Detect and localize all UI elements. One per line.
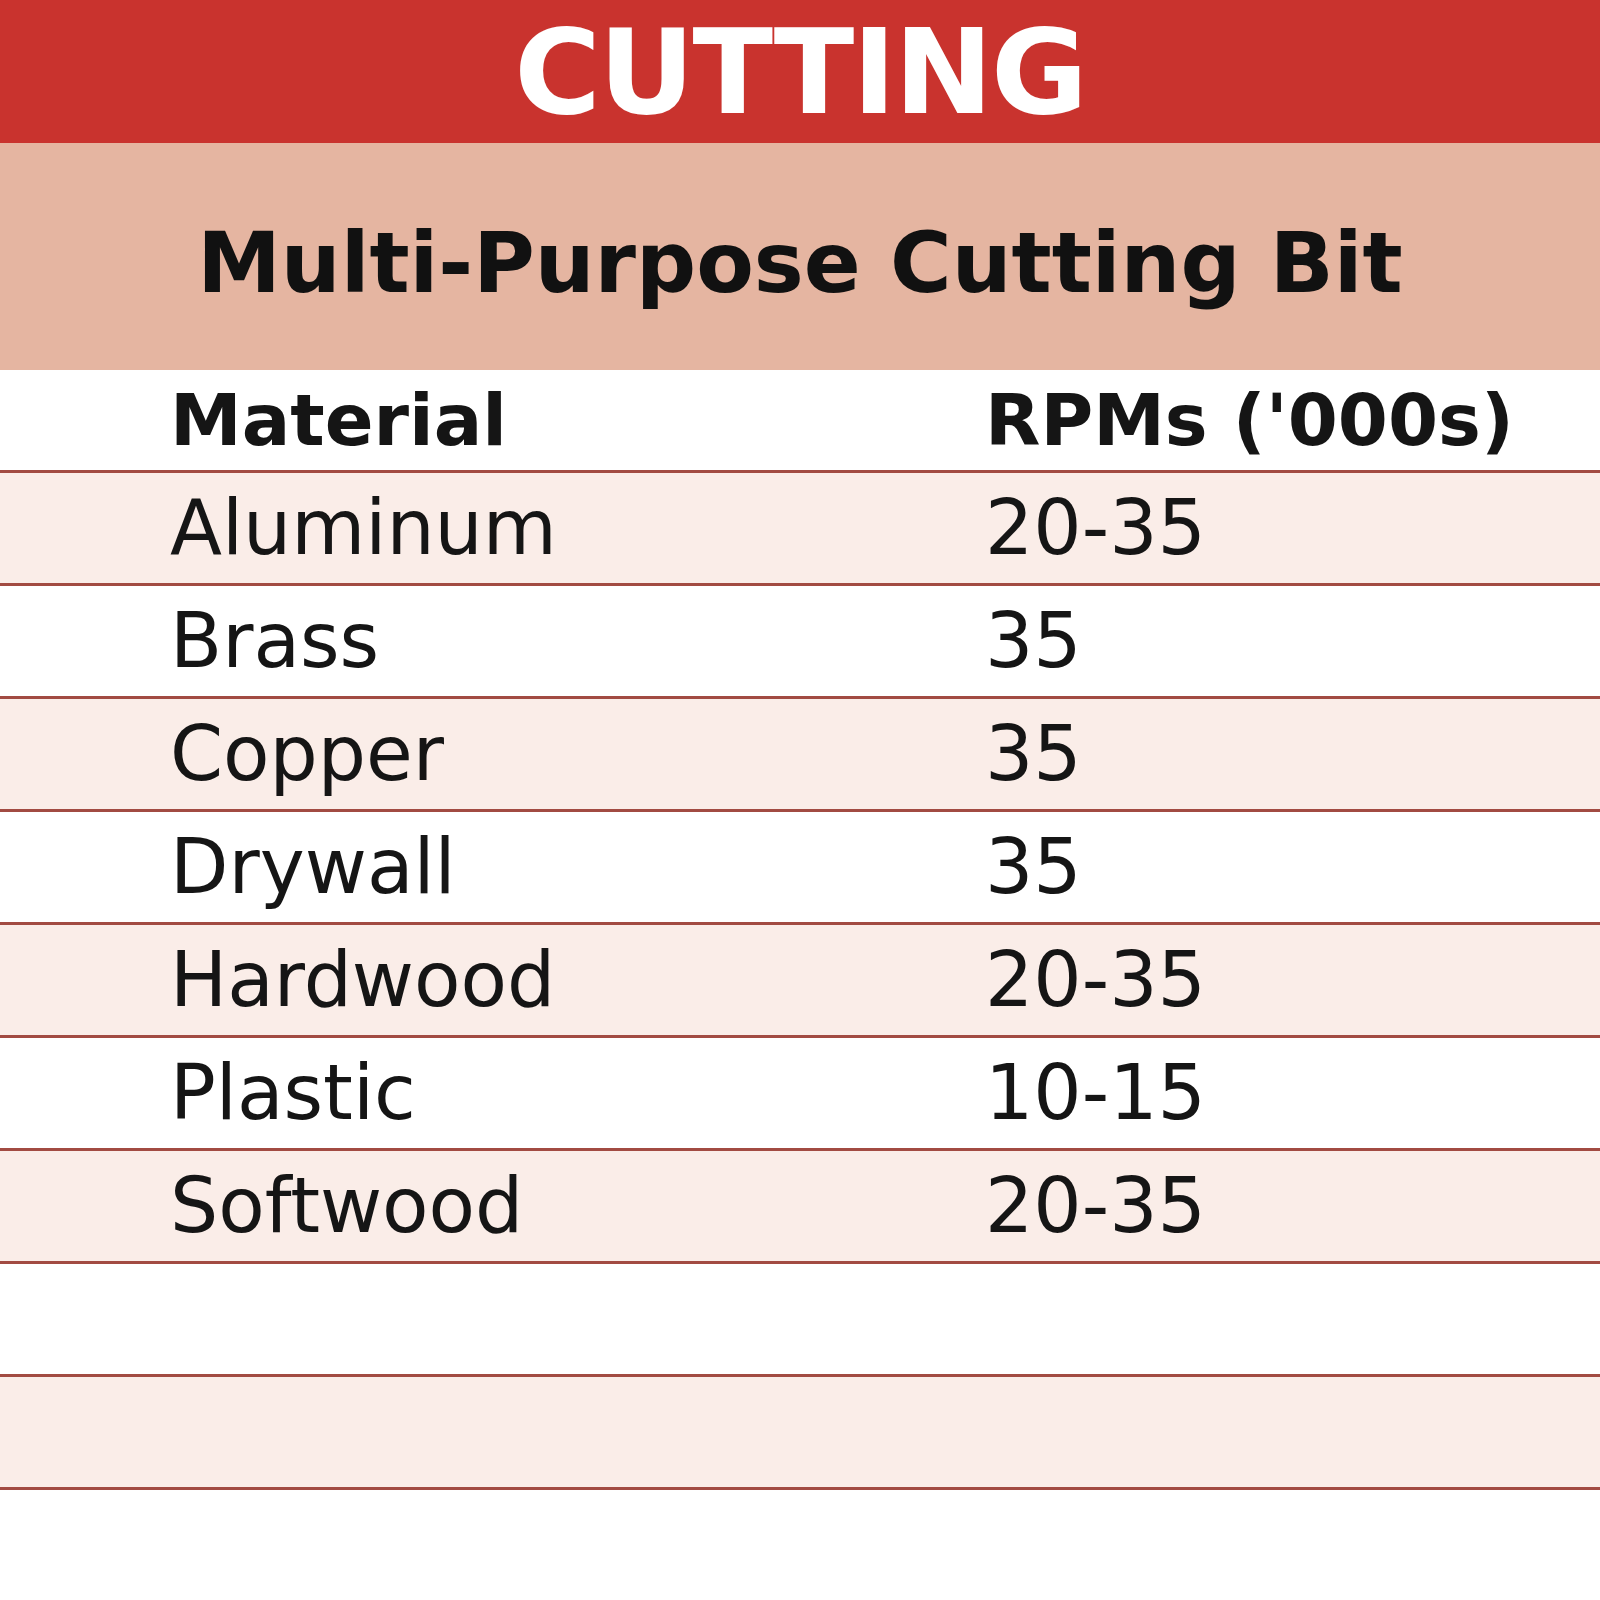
column-header-material: Material [170, 384, 985, 456]
table-row: Hardwood 20-35 [0, 925, 1600, 1038]
rpm-cell: 35 [985, 603, 1600, 679]
table-row: Softwood 20-35 [0, 1151, 1600, 1264]
material-cell: Hardwood [170, 942, 985, 1018]
table-row: Copper 35 [0, 699, 1600, 812]
cutting-header-banner: CUTTING [0, 0, 1600, 143]
material-cell: Aluminum [170, 490, 985, 566]
rpm-cell: 20-35 [985, 942, 1600, 1018]
table-header-row: Material RPMs ('000s) [0, 370, 1600, 473]
table-row: Brass 35 [0, 586, 1600, 699]
material-cell: Copper [170, 716, 985, 792]
material-cell: Plastic [170, 1055, 985, 1131]
rpm-cell: 20-35 [985, 490, 1600, 566]
empty-table-row [0, 1264, 1600, 1377]
subtitle-banner: Multi-Purpose Cutting Bit [0, 143, 1600, 370]
rpm-cell: 10-15 [985, 1055, 1600, 1131]
material-cell: Softwood [170, 1168, 985, 1244]
material-cell: Brass [170, 603, 985, 679]
table-row: Aluminum 20-35 [0, 473, 1600, 586]
table-row: Drywall 35 [0, 812, 1600, 925]
table-row: Plastic 10-15 [0, 1038, 1600, 1151]
rpm-table: Material RPMs ('000s) Aluminum 20-35 Bra… [0, 370, 1600, 1490]
table-body: Aluminum 20-35 Brass 35 Copper 35 Drywal… [0, 473, 1600, 1490]
rpm-cell: 35 [985, 716, 1600, 792]
bit-name-subtitle: Multi-Purpose Cutting Bit [197, 209, 1403, 305]
empty-table-row [0, 1377, 1600, 1490]
material-cell: Drywall [170, 829, 985, 905]
rpm-cell: 20-35 [985, 1168, 1600, 1244]
column-header-rpm: RPMs ('000s) [985, 384, 1600, 456]
rpm-cell: 35 [985, 829, 1600, 905]
page-title: CUTTING [514, 13, 1086, 131]
